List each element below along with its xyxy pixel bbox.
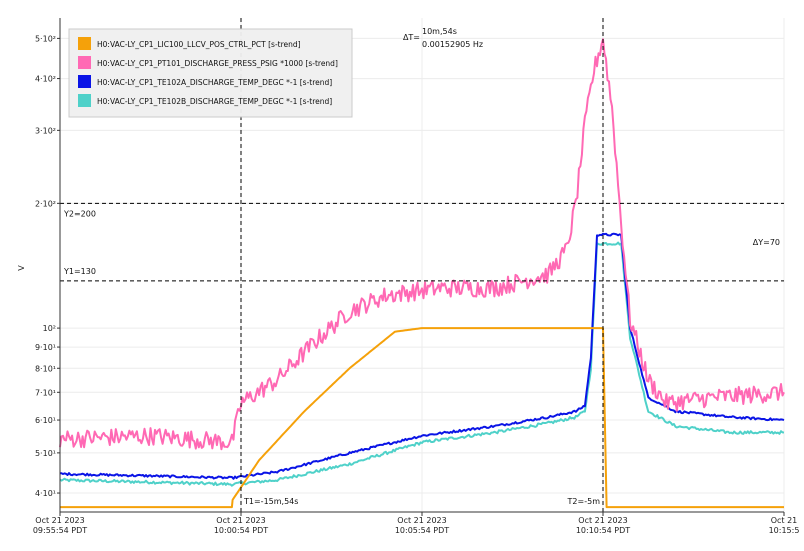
legend-swatch-2 [78,75,91,88]
y-axis-label: V [17,265,26,271]
x-tick-label-time: 10:15:5 [769,526,800,535]
y-tick-label: 5·10² [35,34,56,43]
legend-swatch-0 [78,37,91,50]
y-tick-label: 7·10¹ [35,388,56,397]
cursor-t1-label: T1=-15m,54s [243,497,298,506]
cursor-y2-label: Y2=200 [63,209,96,218]
legend-label-1: H0:VAC-LY_CP1_PT101_DISCHARGE_PRESS_PSIG… [97,59,338,68]
legend: H0:VAC-LY_CP1_LIC100_LLCV_POS_CTRL_PCT [… [68,28,353,118]
y-tick-label: 3·10² [35,126,56,135]
y-tick-label: 8·10¹ [35,364,56,373]
x-tick-label-time: 09:55:54 PDT [33,526,87,535]
y-tick-label: 6·10¹ [35,416,56,425]
y-tick-label: 2·10² [35,199,56,208]
delta-t-value: 10m,54s [422,27,457,36]
series-line-0 [60,327,784,509]
cursor-lines[interactable]: T1=-15m,54s T2=-5m Y1=130 Y2=200 ΔY=70 ΔT=10m… [60,18,784,512]
legend-box [68,28,353,118]
legend-label-2: H0:VAC-LY_CP1_TE102A_DISCHARGE_TEMP_DEGC… [97,78,332,87]
legend-swatch-3 [78,94,91,107]
x-tick-label-date: Oct 21 2023 [35,516,84,525]
y-tick-label: 5·10¹ [35,449,56,458]
legend-label-0: H0:VAC-LY_CP1_LIC100_LLCV_POS_CTRL_PCT [… [97,40,301,49]
y-tick-label: 9·10¹ [35,343,56,352]
x-tick-label-date: Oct 21 2023 [397,516,446,525]
series-line-1 [59,38,785,451]
x-tick-label-time: 10:10:54 PDT [576,526,630,535]
y-tick-label: 10² [43,324,56,333]
cursor-y1-label: Y1=130 [63,267,96,276]
x-tick-label-date: Oct 21 2023 [578,516,627,525]
x-tick-label-time: 10:00:54 PDT [214,526,268,535]
y-tick-label: 4·10² [35,75,56,84]
legend-swatch-1 [78,56,91,69]
x-tick-label-date: Oct 21 2023 [216,516,265,525]
series-line-3 [59,241,785,487]
x-tick-label-time: 10:05:54 PDT [395,526,449,535]
delta-t-frequency: 0.00152905 Hz [422,40,483,49]
series-lines [59,38,785,509]
y-axis-ticks: 4·10¹ 5·10¹ 6·10¹ 7·10¹ 8·10¹ 9·10¹ 10² 2·10² 3·… [35,34,60,498]
delta-t-prefix: ΔT= [403,33,420,42]
delta-y-label: ΔY=70 [753,238,780,247]
cursor-t2-label: T2=-5m [567,497,601,506]
y-tick-label: 4·10¹ [35,489,56,498]
x-tick-label-date: Oct 21 [771,516,798,525]
legend-label-3: H0:VAC-LY_CP1_TE102B_DISCHARGE_TEMP_DEGC… [97,97,332,106]
